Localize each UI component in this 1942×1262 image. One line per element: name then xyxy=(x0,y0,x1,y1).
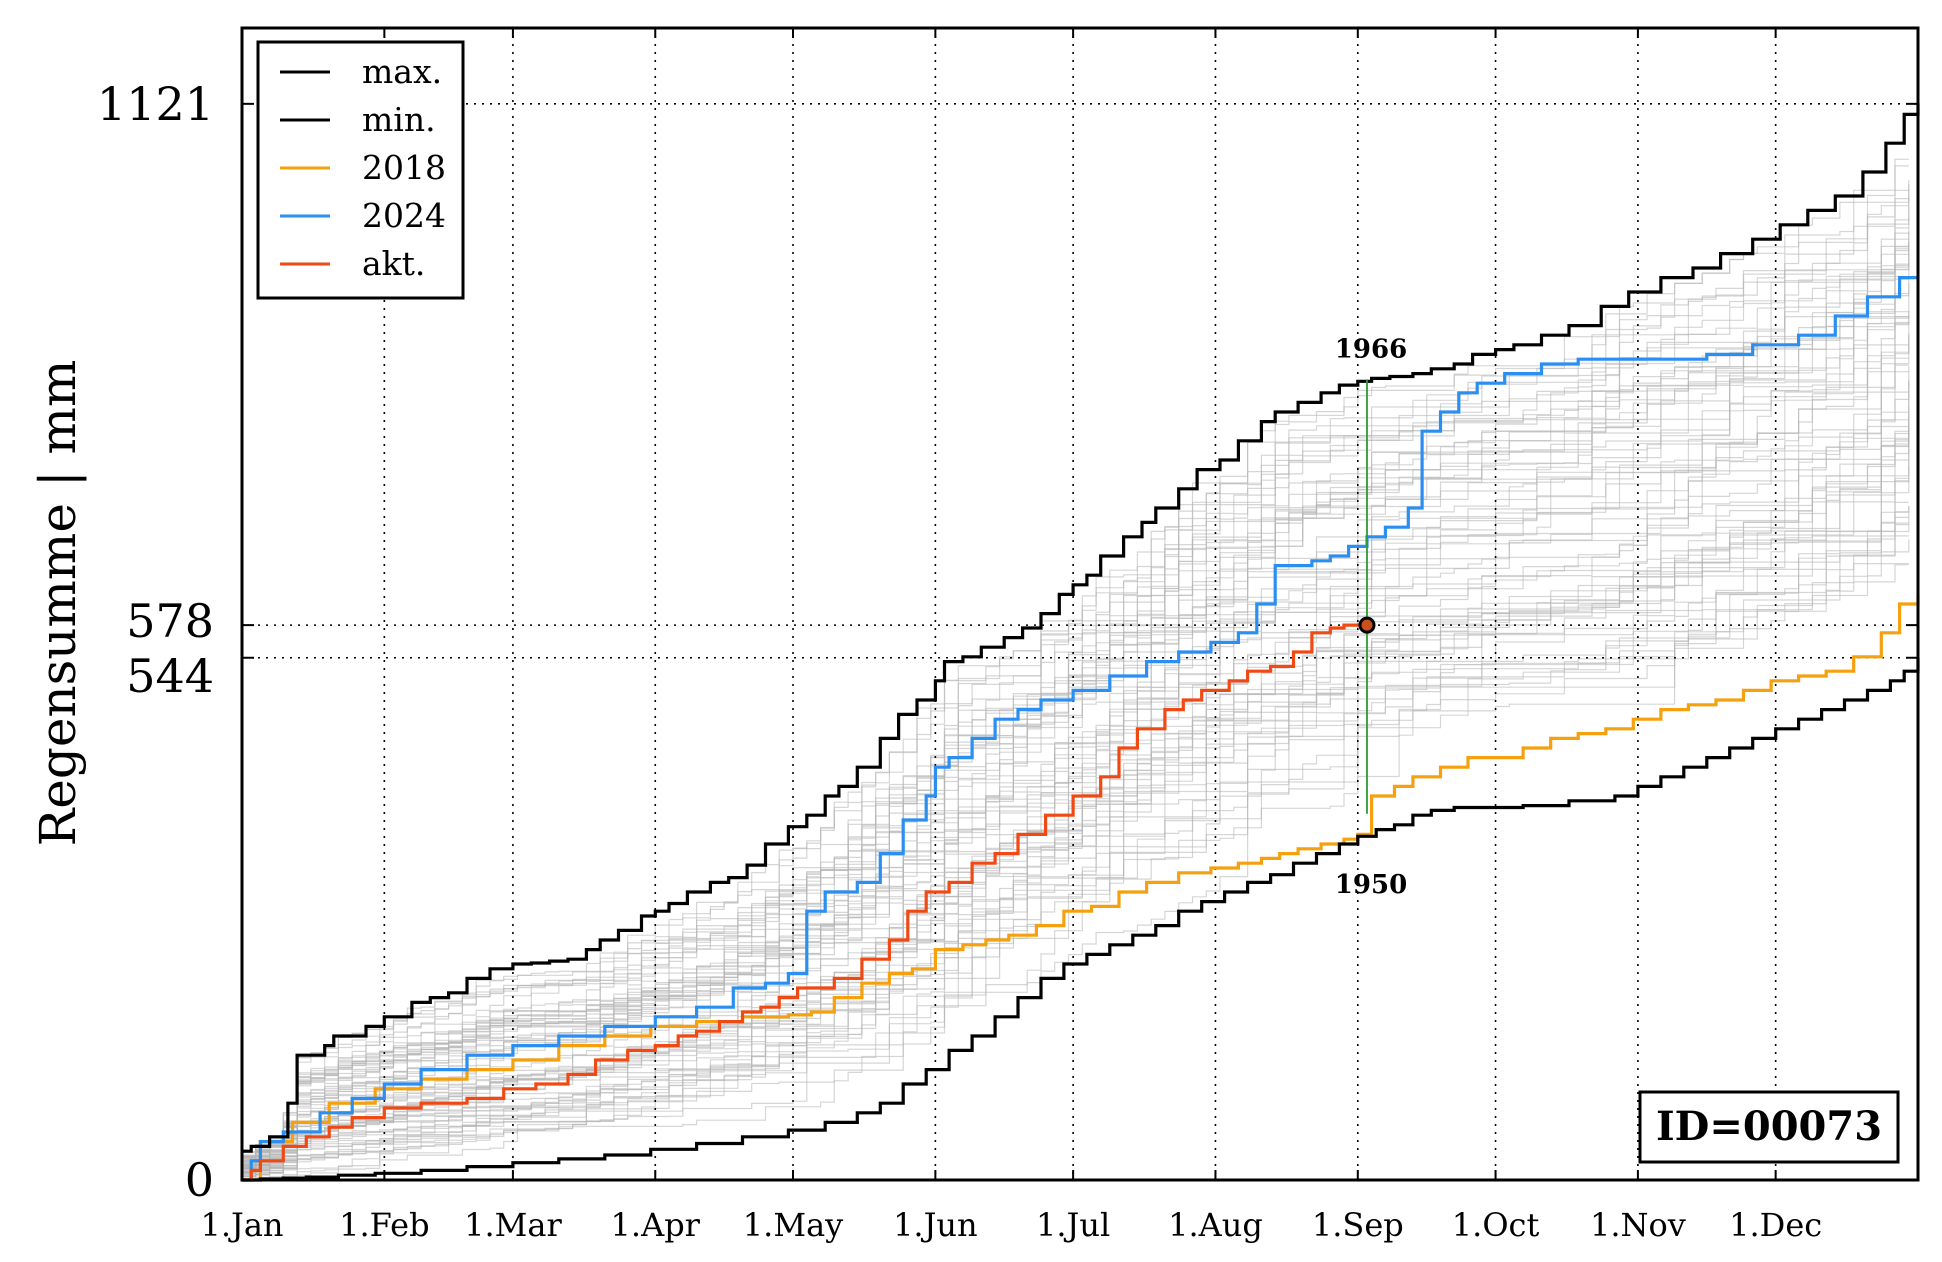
background-series-line xyxy=(242,459,1909,1171)
y-axis-label: Regensumme | mm xyxy=(29,360,87,847)
x-tick-label: 1.Feb xyxy=(339,1206,429,1244)
background-series-line xyxy=(242,505,1910,1175)
background-series-line xyxy=(242,316,1909,1158)
current-marker xyxy=(1358,379,1376,814)
series-line-min xyxy=(242,657,1920,1182)
id-label: ID=00073 xyxy=(1656,1103,1882,1150)
max-year-label: 1966 xyxy=(1335,334,1407,364)
legend-label: min. xyxy=(362,100,436,139)
x-tick-label: 1.Jan xyxy=(200,1206,283,1244)
x-tick-label: 1.Dec xyxy=(1729,1206,1822,1244)
background-series-line xyxy=(242,420,1910,1173)
series-line-2024 xyxy=(242,276,1918,1182)
background-series-line xyxy=(242,184,1910,1158)
x-tick-label: 1.Jul xyxy=(1036,1206,1110,1244)
background-series-line xyxy=(242,432,1909,1174)
x-tick-label: 1.Mar xyxy=(464,1206,562,1244)
background-series-line xyxy=(242,427,1910,1177)
background-series-line xyxy=(242,477,1909,1174)
legend-label: 2018 xyxy=(362,148,446,187)
plot-frame xyxy=(240,26,1920,1182)
y-tick-label: 0 xyxy=(185,1153,214,1207)
x-tick-label: 1.Jun xyxy=(893,1206,978,1244)
background-series-line xyxy=(242,321,1910,1172)
background-series-line xyxy=(242,253,1909,1156)
grid-lines xyxy=(242,28,1918,1180)
legend-label: akt. xyxy=(362,244,425,283)
min-year-label: 1950 xyxy=(1335,870,1407,900)
x-tick-label: 1.Aug xyxy=(1168,1206,1263,1244)
background-series-line xyxy=(242,430,1909,1174)
background-series-line xyxy=(242,333,1910,1170)
series-line-akt xyxy=(242,623,1367,1182)
legend-label: 2024 xyxy=(362,196,446,235)
series-line-max xyxy=(242,103,1920,1153)
legend: max. min. 2018 2024 akt. xyxy=(256,40,465,300)
x-tick-label: 1.Sep xyxy=(1312,1206,1404,1244)
x-tick-label: 1.May xyxy=(743,1206,843,1244)
y-tick-label: 1121 xyxy=(97,77,214,131)
background-series-line xyxy=(242,158,1909,1154)
background-series-line xyxy=(242,196,1910,1159)
y-tick-label: 544 xyxy=(126,649,214,703)
background-series-line xyxy=(242,381,1910,1166)
background-series-line xyxy=(242,539,1910,1177)
background-series-line xyxy=(242,165,1909,1161)
x-tick-label: 1.Nov xyxy=(1590,1206,1686,1244)
background-series-line xyxy=(242,563,1909,1174)
background-series-line xyxy=(242,205,1909,1158)
background-series-line xyxy=(242,371,1909,1168)
background-series-line xyxy=(242,391,1909,1170)
background-series-line xyxy=(242,365,1910,1166)
background-series-line xyxy=(242,535,1909,1173)
series-line-2018 xyxy=(242,594,1920,1182)
legend-box xyxy=(256,40,465,300)
id-box xyxy=(1638,1090,1900,1164)
background-series-line xyxy=(242,505,1910,1180)
background-series-line xyxy=(242,429,1910,1176)
background-series-line xyxy=(242,380,1910,1170)
x-tick-label: 1.Apr xyxy=(611,1206,701,1244)
background-series-line xyxy=(242,480,1909,1170)
background-series-line xyxy=(242,241,1910,1162)
current-value-marker xyxy=(1358,616,1376,634)
background-series xyxy=(242,158,1910,1180)
series-lines xyxy=(242,103,1920,1182)
y-tick-label: 578 xyxy=(126,594,214,648)
legend-label: max. xyxy=(362,52,442,91)
background-series-line xyxy=(242,266,1909,1159)
background-series-line xyxy=(242,321,1909,1165)
x-tick-label: 1.Oct xyxy=(1452,1206,1540,1244)
background-series-line xyxy=(242,336,1910,1167)
background-series-line xyxy=(242,429,1910,1173)
background-series-line xyxy=(242,357,1909,1167)
background-series-line xyxy=(242,364,1909,1165)
